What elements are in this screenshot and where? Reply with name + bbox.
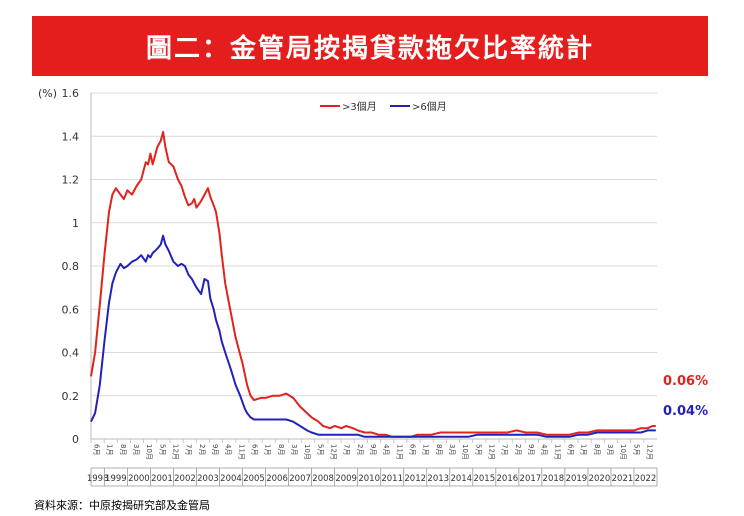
x-month-label: 10月 <box>619 444 627 460</box>
legend-label-gt3: >3個月 <box>342 100 377 113</box>
x-year-label: 2003 <box>197 474 219 484</box>
x-month-label: 6月 <box>566 444 574 455</box>
x-year-label: 2019 <box>566 474 588 484</box>
x-month-label: 1月 <box>106 444 114 455</box>
series-line-gt6 <box>90 234 656 438</box>
y-tick-label: 1.6 <box>62 87 80 100</box>
chart-title: 圖二：金管局按揭貸款拖欠比率統計 <box>145 33 594 64</box>
x-year-label: 2015 <box>473 474 495 484</box>
x-month-label: 6月 <box>93 444 101 455</box>
x-year-label: 2008 <box>312 474 334 484</box>
x-year-label: 2007 <box>289 474 311 484</box>
x-month-label: 12月 <box>172 444 180 460</box>
x-year-label: 2022 <box>635 474 657 484</box>
x-month-label: 11月 <box>553 444 561 460</box>
x-year-label: 2001 <box>151 474 173 484</box>
end-label-gt6: 0.04% <box>663 404 708 419</box>
y-tick-label: 0 <box>72 433 79 446</box>
x-month-label: 5月 <box>158 444 166 455</box>
x-month-label: 3月 <box>448 444 456 455</box>
x-month-label: 12月 <box>645 444 653 460</box>
y-tick-label: 0.6 <box>62 303 80 316</box>
x-month-label: 5月 <box>316 444 324 455</box>
x-month-label: 2月 <box>356 444 364 455</box>
title-banner: 圖二：金管局按揭貸款拖欠比率統計 <box>32 16 708 76</box>
x-year-label: 2002 <box>174 474 196 484</box>
x-year-label: 2021 <box>612 474 634 484</box>
x-month-label: 8月 <box>119 444 127 455</box>
x-month-label: 6月 <box>251 444 259 455</box>
x-year-label: 1999 <box>105 474 127 484</box>
x-month-label: 9月 <box>369 444 377 455</box>
x-month-label: 10月 <box>145 444 153 460</box>
x-month-label: 2月 <box>514 444 522 455</box>
x-year-label: 2020 <box>589 474 611 484</box>
x-month-label: 7月 <box>185 444 193 455</box>
y-tick-label: 1 <box>72 217 79 230</box>
x-month-label: 2月 <box>198 444 206 455</box>
y-tick-label: 1.2 <box>62 174 80 187</box>
x-month-label: 7月 <box>501 444 509 455</box>
x-month-label: 12月 <box>330 444 338 460</box>
x-year-label: 1998 <box>87 474 109 484</box>
y-tick-label: 1.4 <box>62 130 80 143</box>
end-label-gt3: 0.06% <box>663 374 708 389</box>
x-month-label: 4月 <box>224 444 232 455</box>
x-month-label: 9月 <box>527 444 535 455</box>
x-year-label: 2018 <box>543 474 565 484</box>
x-year-label: 2000 <box>128 474 150 484</box>
x-month-label: 10月 <box>461 444 469 460</box>
series-line-gt3 <box>90 130 656 438</box>
x-year-label: 2012 <box>404 474 426 484</box>
x-year-label: 2016 <box>497 474 519 484</box>
x-month-label: 8月 <box>277 444 285 455</box>
x-year-label: 2009 <box>335 474 357 484</box>
x-month-label: 6月 <box>408 444 416 455</box>
x-year-label: 2011 <box>381 474 403 484</box>
x-month-label: 5月 <box>474 444 482 455</box>
source-note: 資料來源：中原按揭研究部及金管局 <box>34 499 210 512</box>
x-year-label: 2013 <box>427 474 449 484</box>
x-month-label: 9月 <box>211 444 219 455</box>
x-month-label: 1月 <box>580 444 588 455</box>
x-month-label: 3月 <box>290 444 298 455</box>
x-month-label: 1月 <box>422 444 430 455</box>
x-month-label: 3月 <box>606 444 614 455</box>
y-tick-label: 0.2 <box>62 390 80 403</box>
x-month-label: 4月 <box>382 444 390 455</box>
x-month-label: 11月 <box>237 444 245 460</box>
y-tick-label: 0.8 <box>62 260 80 273</box>
x-year-label: 2010 <box>358 474 380 484</box>
x-year-label: 2014 <box>450 474 472 484</box>
x-month-label: 7月 <box>343 444 351 455</box>
y-tick-label: 0.4 <box>62 347 80 360</box>
x-year-label: 2017 <box>520 474 542 484</box>
x-month-label: 10月 <box>303 444 311 460</box>
x-month-label: 1月 <box>264 444 272 455</box>
x-month-label: 8月 <box>593 444 601 455</box>
x-month-label: 5月 <box>632 444 640 455</box>
x-month-label: 3月 <box>132 444 140 455</box>
x-year-label: 2006 <box>266 474 288 484</box>
legend-label-gt6: >6個月 <box>412 100 447 113</box>
x-month-label: 8月 <box>435 444 443 455</box>
x-year-label: 2004 <box>220 474 242 484</box>
x-year-label: 2005 <box>243 474 265 484</box>
x-month-label: 11月 <box>395 444 403 460</box>
x-month-label: 4月 <box>540 444 548 455</box>
y-unit-label: (%) <box>38 87 57 100</box>
x-month-label: 12月 <box>487 444 495 460</box>
